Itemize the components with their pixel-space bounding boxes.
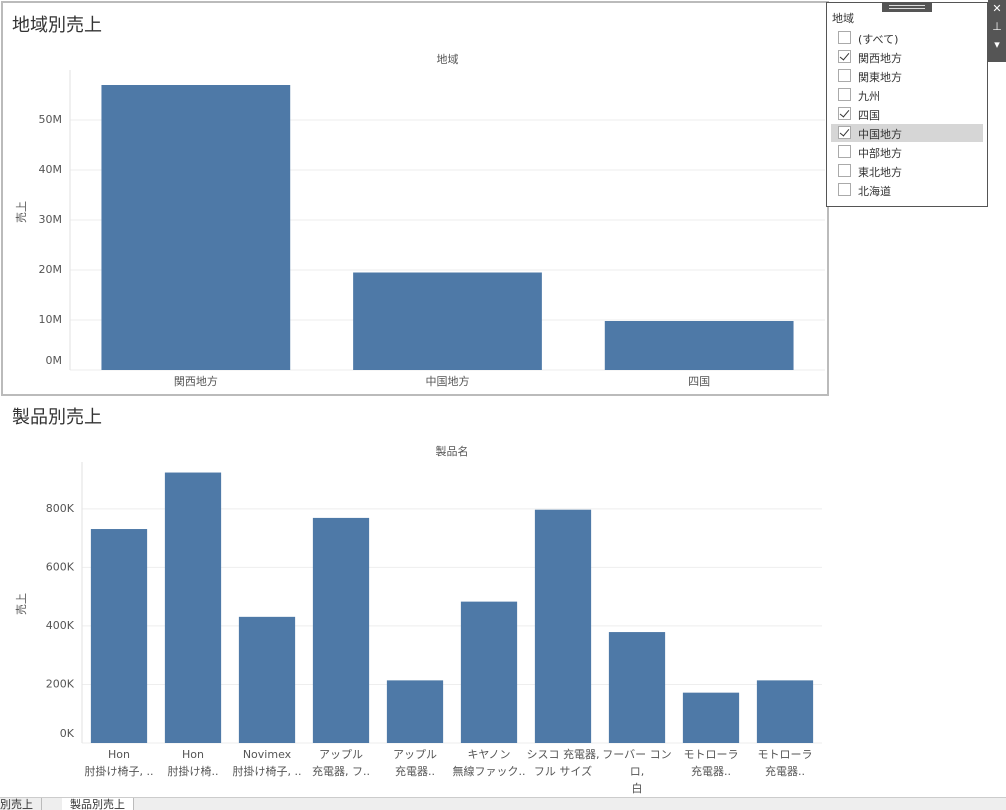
x-tick-label: フーバー コンロ, 白 xyxy=(602,748,672,795)
y-tick-label: 10M xyxy=(39,313,63,326)
filter-item[interactable]: 関西地方 xyxy=(831,48,983,66)
checkbox[interactable] xyxy=(838,145,851,158)
menu-icon[interactable]: ▾ xyxy=(994,38,1000,51)
y-axis-title: 売上 xyxy=(15,201,28,223)
filter-label: 中部地方 xyxy=(858,147,902,160)
filter-item[interactable]: 九州 xyxy=(831,86,983,104)
sheet-title: 製品別売上 xyxy=(12,407,102,428)
bar xyxy=(604,321,794,370)
bar xyxy=(238,616,296,743)
checkbox[interactable] xyxy=(838,69,851,82)
bar xyxy=(460,601,518,743)
filter-item[interactable]: 四国 xyxy=(831,105,983,123)
filter-toolbar: ✕ ⊥ ▾ xyxy=(988,0,1006,62)
y-tick-label: 400K xyxy=(46,619,75,632)
x-tick-label: キヤノン 無線ファック.. xyxy=(452,748,526,778)
checkbox[interactable] xyxy=(838,164,851,177)
x-header: 製品名 xyxy=(436,444,469,458)
bar xyxy=(164,472,222,743)
y-tick-label: 20M xyxy=(39,263,63,276)
bar xyxy=(90,529,148,743)
filter-item[interactable]: 中国地方 xyxy=(831,124,983,142)
bar xyxy=(534,509,592,743)
filter-item[interactable]: (すべて) xyxy=(831,29,983,47)
filter-label: 中国地方 xyxy=(858,128,902,141)
bar xyxy=(353,272,542,370)
drag-handle[interactable] xyxy=(882,2,932,12)
x-tick-label: モトローラ 充電器.. xyxy=(683,748,739,778)
filter-item[interactable]: 中部地方 xyxy=(831,143,983,161)
filter-label: (すべて) xyxy=(858,33,899,46)
x-tick-label: Hon 肘掛け椅.. xyxy=(167,748,219,778)
sheet-tabs: 地域別売上 製品別売上 xyxy=(0,797,1006,810)
y-tick-label: 0M xyxy=(46,354,63,367)
y-axis-title: 売上 xyxy=(15,593,28,615)
y-tick-label: 800K xyxy=(46,502,75,515)
checkbox[interactable] xyxy=(838,88,851,101)
y-tick-label: 30M xyxy=(39,213,63,226)
checkbox[interactable] xyxy=(838,31,851,44)
filter-item[interactable]: 関東地方 xyxy=(831,67,983,85)
x-tick-label: シスコ 充電器, フル サイズ xyxy=(526,748,600,778)
bar xyxy=(101,85,291,370)
y-tick-label: 600K xyxy=(46,560,75,573)
bar xyxy=(756,680,814,743)
x-tick-label: Novimex 肘掛け椅子, .. xyxy=(232,748,302,778)
filter-label: 四国 xyxy=(858,109,880,122)
x-tick-label: モトローラ 充電器.. xyxy=(757,748,813,778)
filter-label: 北海道 xyxy=(858,185,891,198)
x-header: 地域 xyxy=(437,53,459,66)
close-icon[interactable]: ✕ xyxy=(992,2,1002,15)
pin-icon[interactable]: ⊥ xyxy=(992,20,1002,33)
filter-panel: 地域 (すべて) 関西地方関東地方九州四国中国地方中部地方東北地方北海道 xyxy=(826,2,988,207)
filter-title: 地域 xyxy=(832,12,854,25)
sheet-tab[interactable]: 製品別売上 xyxy=(62,798,134,810)
checkbox[interactable] xyxy=(838,107,851,120)
y-tick-label: 50M xyxy=(39,113,63,126)
bar xyxy=(608,632,666,743)
sheet-title: 地域別売上 xyxy=(12,15,102,36)
x-tick-label: アップル 充電器.. xyxy=(393,748,437,778)
checkbox[interactable] xyxy=(838,50,851,63)
filter-label: 関東地方 xyxy=(858,71,902,84)
x-tick-label: 関西地方 xyxy=(173,375,218,388)
x-tick-label: 中国地方 xyxy=(425,375,470,388)
x-tick-label: 四国 xyxy=(688,375,711,388)
x-tick-label: アップル 充電器, フ.. xyxy=(312,748,370,778)
sheet-tab[interactable]: 地域別売上 xyxy=(0,798,42,810)
y-tick-label: 40M xyxy=(39,163,63,176)
y-tick-label: 200K xyxy=(46,677,75,690)
x-tick-label: Hon 肘掛け椅子, .. xyxy=(84,748,154,778)
checkbox[interactable] xyxy=(838,183,851,196)
bar xyxy=(386,680,444,743)
y-tick-label: 0K xyxy=(60,727,75,740)
filter-item[interactable]: 北海道 xyxy=(831,181,983,199)
filter-label: 関西地方 xyxy=(858,52,902,65)
bar xyxy=(312,517,370,743)
filter-item[interactable]: 東北地方 xyxy=(831,162,983,180)
filter-label: 九州 xyxy=(858,90,880,103)
filter-label: 東北地方 xyxy=(858,166,902,179)
bar xyxy=(682,692,740,743)
checkbox[interactable] xyxy=(838,126,851,139)
